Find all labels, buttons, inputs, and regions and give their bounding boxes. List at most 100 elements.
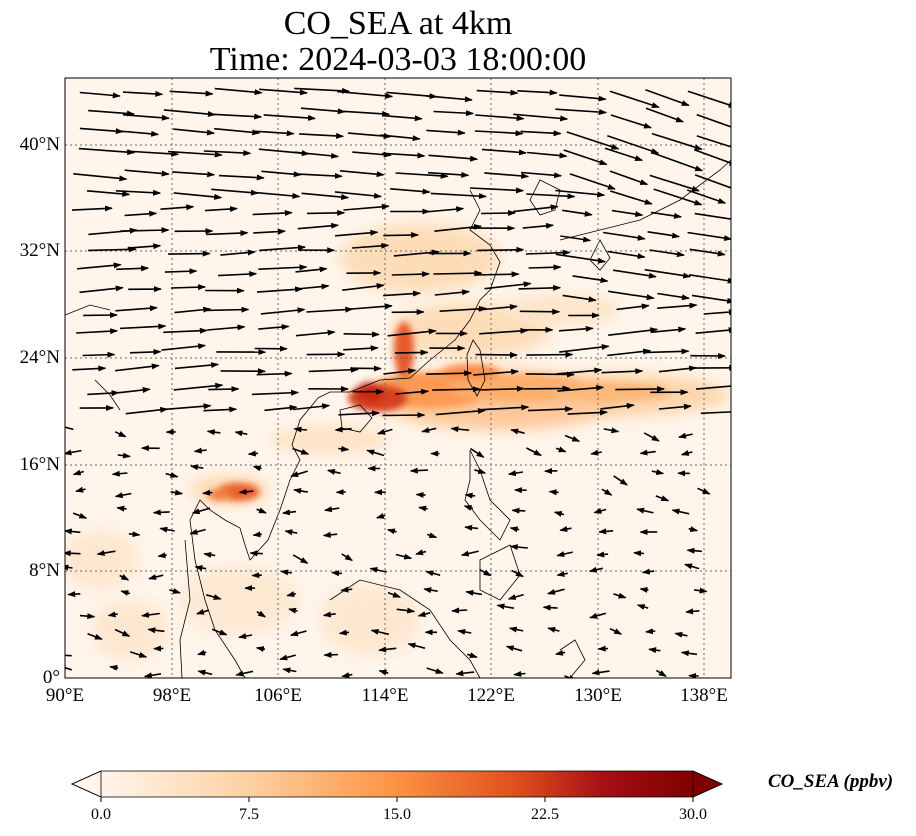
wind-arrow — [251, 389, 300, 396]
wind-arrow — [256, 286, 304, 293]
wind-arrow — [556, 570, 568, 577]
wind-arrow — [596, 551, 609, 558]
wind-arrow — [693, 587, 708, 594]
wind-arrow — [202, 489, 213, 496]
wind-arrow — [643, 432, 660, 442]
wind-arrow — [293, 403, 331, 411]
wind-arrow — [96, 550, 116, 556]
wind-arrow — [460, 550, 479, 557]
wind-arrow — [563, 149, 608, 166]
colorbar-tick-label: 22.5 — [531, 806, 559, 823]
wind-arrow — [648, 647, 661, 654]
wind-arrow — [75, 486, 86, 493]
wind-arrow — [387, 328, 437, 337]
wind-arrow — [284, 529, 298, 536]
wind-arrow — [169, 588, 181, 594]
wind-arrow — [604, 147, 644, 162]
wind-arrow — [423, 587, 438, 594]
wind-arrow — [396, 607, 416, 614]
wind-arrow — [114, 431, 127, 438]
wind-arrow — [650, 211, 682, 219]
wind-arrow — [203, 551, 216, 558]
wind-arrow — [383, 232, 420, 239]
wind-arrow — [463, 505, 474, 511]
wind-arrow — [639, 449, 656, 456]
wind-arrow — [562, 209, 593, 217]
wind-arrow — [609, 170, 649, 186]
wind-arrow — [204, 206, 238, 213]
wind-arrow — [512, 204, 559, 213]
wind-arrow — [299, 132, 345, 139]
wind-arrow — [607, 348, 652, 357]
wind-arrow — [87, 632, 103, 640]
wind-arrow — [340, 586, 353, 593]
wind-arrow — [685, 608, 700, 615]
wind-arrow — [567, 409, 608, 416]
wind-arrow — [547, 627, 560, 633]
wind-arrow — [172, 171, 216, 178]
wind-arrow — [457, 629, 472, 635]
wind-arrow — [476, 89, 519, 96]
wind-arrow — [111, 470, 128, 477]
wind-arrow — [282, 667, 297, 674]
wind-arrow — [696, 113, 731, 128]
wind-arrow — [129, 651, 148, 658]
wind-arrow — [691, 294, 731, 304]
wind-arrow — [607, 134, 660, 154]
wind-arrow — [602, 231, 646, 241]
wind-arrow — [464, 492, 476, 499]
wind-arrow — [382, 412, 426, 419]
wind-arrow — [386, 528, 397, 535]
wind-arrow — [79, 285, 124, 294]
wind-arrow — [426, 95, 473, 103]
wind-arrow — [387, 591, 401, 598]
wind-arrow — [478, 303, 518, 311]
wind-arrow — [435, 408, 486, 416]
wind-arrow — [479, 327, 529, 335]
lat-tick-label: 40°N — [19, 134, 60, 155]
wind-arrow — [282, 509, 297, 516]
wind-arrow — [564, 434, 581, 443]
wind-arrow — [507, 470, 524, 477]
wind-arrow — [116, 505, 127, 512]
wind-arrow — [678, 432, 693, 439]
wind-arrow — [439, 305, 487, 312]
wind-arrow — [694, 174, 731, 191]
wind-arrow — [557, 384, 605, 392]
wind-arrow — [645, 628, 656, 635]
wind-arrow — [289, 630, 307, 637]
wind-arrow — [424, 206, 465, 213]
map-frame — [64, 77, 732, 679]
wind-arrow — [206, 429, 221, 436]
wind-arrow — [475, 114, 525, 122]
wind-arrow — [126, 150, 180, 157]
wind-arrow — [218, 174, 265, 181]
wind-arrow — [697, 487, 711, 495]
lon-tick-label: 90°E — [45, 685, 85, 706]
wind-arrow — [72, 469, 85, 476]
wind-vectors — [65, 87, 731, 678]
wind-arrow — [161, 343, 207, 351]
wind-arrow — [479, 568, 492, 577]
wind-arrow — [114, 628, 131, 637]
wind-arrow — [293, 426, 308, 433]
lon-tick-label: 98°E — [152, 685, 192, 706]
wind-arrow — [511, 507, 526, 514]
wind-arrow — [607, 250, 646, 260]
wind-arrow — [249, 550, 263, 557]
wind-arrow — [426, 532, 438, 539]
wind-arrow — [558, 325, 594, 332]
wind-arrow — [306, 306, 354, 313]
wind-arrow — [87, 390, 120, 397]
wind-arrow — [292, 447, 310, 455]
wind-arrow — [343, 331, 380, 338]
wind-arrow — [196, 608, 210, 615]
wind-arrow — [258, 324, 290, 331]
wind-arrow — [657, 302, 698, 309]
wind-arrow — [295, 329, 336, 337]
wind-arrow — [520, 171, 563, 179]
colorbar-tick-label: 0.0 — [91, 806, 111, 823]
wind-arrow — [611, 209, 644, 218]
wind-arrow — [525, 371, 575, 378]
wind-arrow — [588, 566, 603, 573]
